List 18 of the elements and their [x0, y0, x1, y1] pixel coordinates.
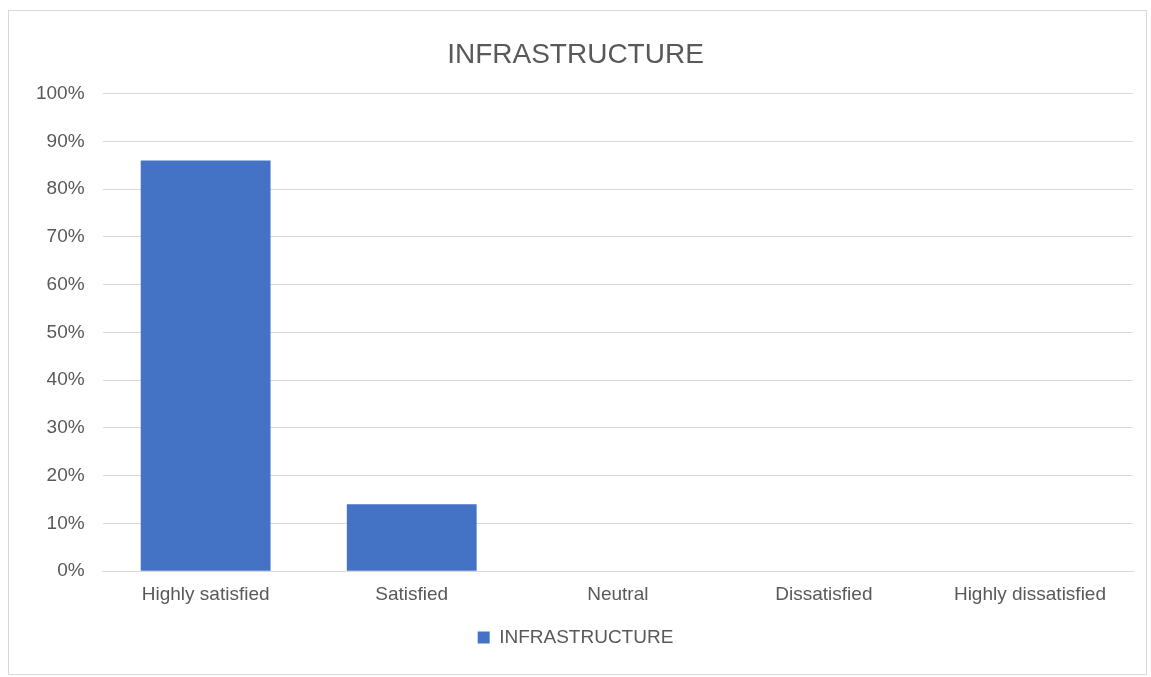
y-tick-label: 30%	[46, 416, 85, 438]
x-tick-label: Neutral	[587, 582, 649, 604]
y-tick-label: 100%	[35, 81, 85, 103]
y-tick-label: 50%	[46, 320, 85, 342]
y-tick-label: 70%	[46, 225, 85, 247]
chart-title: INFRASTRUCTURE	[447, 37, 704, 69]
legend-label: INFRASTRUCTURE	[499, 625, 674, 647]
y-tick-label: 0%	[57, 559, 85, 581]
x-tick-label: Highly dissatisfied	[953, 582, 1106, 604]
y-tick-label: 90%	[46, 129, 85, 151]
y-tick-label: 60%	[46, 272, 85, 294]
x-tick-label: Satisfied	[375, 582, 449, 604]
y-tick-label: 80%	[46, 177, 85, 199]
x-tick-label: Dissatisfied	[775, 582, 873, 604]
y-tick-label: 40%	[46, 368, 85, 390]
y-tick-label: 20%	[46, 463, 85, 485]
x-tick-label: Highly satisfied	[141, 582, 270, 604]
y-tick-label: 10%	[46, 511, 85, 533]
